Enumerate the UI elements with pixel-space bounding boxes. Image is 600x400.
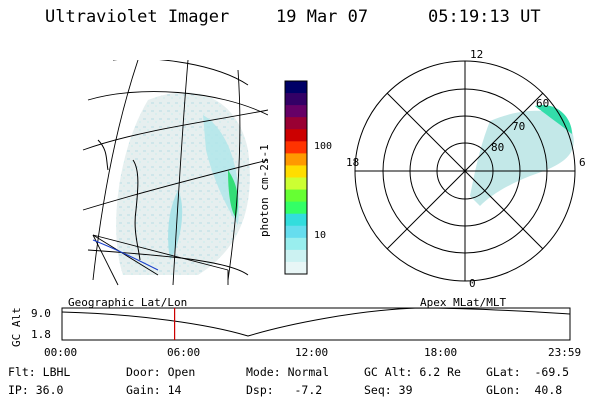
colorbar-band — [285, 189, 307, 203]
colorbar — [284, 80, 308, 275]
lat-label-80: 80 — [491, 141, 505, 154]
info-flt: Flt: LBHL — [8, 365, 71, 379]
date-label: 19 Mar 07 — [276, 7, 369, 27]
colorbar-band — [285, 93, 307, 106]
lat-lon-grid — [82, 60, 268, 286]
colorbar-band — [285, 141, 307, 154]
orbit-right-title: Apex MLat/MLT — [420, 296, 507, 309]
info-dsp: Dsp: -7.2 — [246, 383, 323, 397]
mlt-label-18: 18 — [346, 156, 360, 169]
colorbar-band — [285, 225, 307, 239]
colorbar-band — [285, 81, 307, 94]
colorbar-tick-10: 10 — [314, 230, 327, 241]
info-gain: Gain: 14 — [126, 383, 182, 397]
colorbar-band — [285, 201, 307, 215]
mlt-label-6: 6 — [579, 156, 586, 169]
colorbar-band — [285, 249, 307, 263]
info-glat: GLat: -69.5 — [486, 365, 570, 379]
colorbar-band — [285, 117, 307, 130]
colorbar-tick-100: 100 — [314, 141, 333, 152]
aurora-peak — [228, 170, 238, 218]
time-label: 05:19:13 UT — [428, 7, 541, 27]
instrument-title: Ultraviolet Imager — [45, 7, 230, 27]
info-mode: Mode: Normal — [246, 365, 330, 379]
orbit-ylabel: GC Alt — [10, 307, 23, 347]
orbit-xtick-0: 00:00 — [44, 346, 78, 359]
colorbar-label: photon cm-2s-1 — [258, 144, 271, 237]
colorbar-band — [285, 153, 307, 166]
mlt-label-12: 12 — [470, 48, 484, 61]
info-door: Door: Open — [126, 365, 196, 379]
lat-label-60: 60 — [536, 97, 550, 110]
orbit-altitude-curve — [61, 307, 571, 337]
orbit-xtick-2: 12:00 — [295, 346, 329, 359]
colorbar-band — [285, 177, 307, 191]
colorbar-band — [285, 213, 307, 227]
orbit-xtick-4: 23:59 — [548, 346, 582, 359]
orbit-frame — [61, 307, 571, 341]
orbit-ymax: 9.0 — [31, 307, 51, 320]
orbit-xtick-1: 06:00 — [167, 346, 201, 359]
orbit-xtick-3: 18:00 — [424, 346, 458, 359]
orbit-plot — [61, 307, 571, 341]
lat-label-70: 70 — [512, 120, 526, 133]
terminator-line — [92, 239, 159, 271]
colorbar-band — [285, 129, 307, 142]
coastline — [132, 159, 141, 261]
geographic-image — [82, 60, 268, 286]
info-gcalt: GC Alt: 6.2 Re — [364, 365, 461, 379]
polar-aurora — [470, 110, 574, 206]
colorbar-band — [285, 261, 307, 275]
polar-plot — [354, 60, 576, 282]
info-ip: IP: 36.0 — [8, 383, 64, 397]
info-seq: Seq: 39 — [364, 383, 413, 397]
orbit-ymin: 1.8 — [31, 328, 51, 341]
orbit-left-title: Geographic Lat/Lon — [68, 296, 188, 309]
info-glon: GLon: 40.8 — [486, 383, 563, 397]
colorbar-band — [285, 237, 307, 251]
mlt-label-0: 0 — [469, 277, 476, 290]
colorbar-band — [285, 105, 307, 118]
colorbar-band — [285, 165, 307, 178]
